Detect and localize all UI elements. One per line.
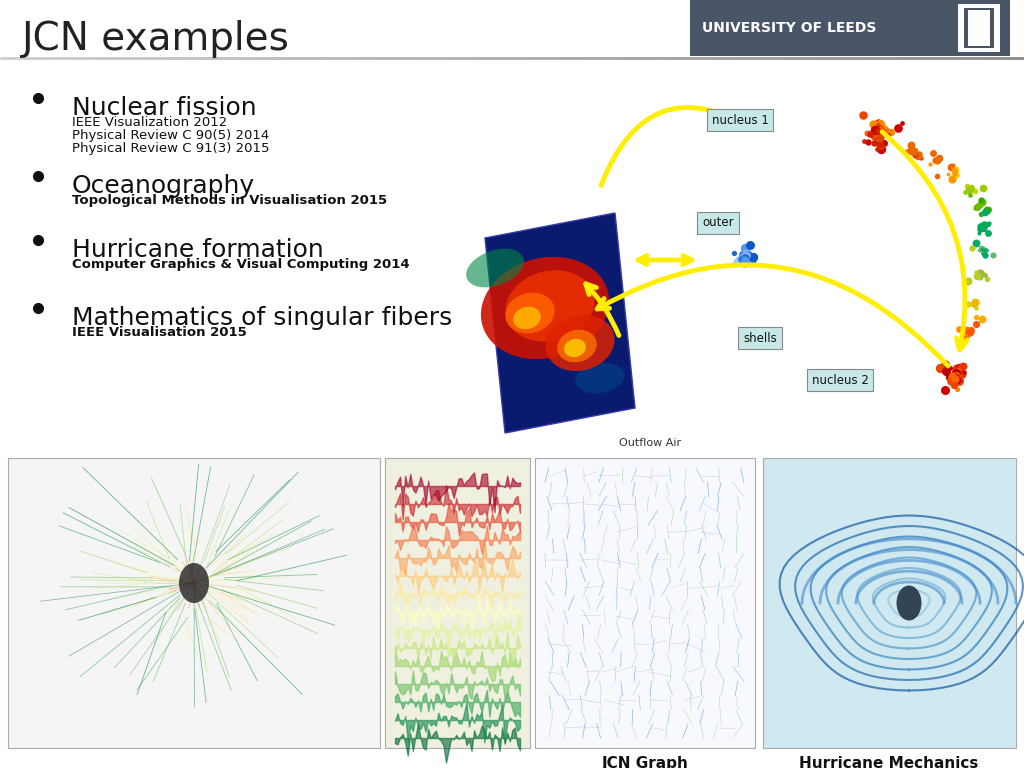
Text: JCN Graph: JCN Graph xyxy=(601,756,688,768)
Bar xyxy=(385,458,530,748)
Ellipse shape xyxy=(505,293,555,333)
Text: Topological Methods in Visualisation 2015: Topological Methods in Visualisation 201… xyxy=(72,194,387,207)
Ellipse shape xyxy=(575,362,625,393)
Ellipse shape xyxy=(564,339,586,357)
Bar xyxy=(763,458,1016,748)
Ellipse shape xyxy=(513,306,541,329)
Bar xyxy=(958,4,1000,52)
Text: shells: shells xyxy=(743,332,777,345)
Text: nucleus 2: nucleus 2 xyxy=(812,373,868,386)
Text: UNIVERSITY OF LEEDS: UNIVERSITY OF LEEDS xyxy=(702,21,877,35)
Text: JCN examples: JCN examples xyxy=(22,20,290,58)
Ellipse shape xyxy=(546,315,614,371)
Ellipse shape xyxy=(179,563,209,603)
Bar xyxy=(964,8,994,48)
Bar xyxy=(8,458,380,748)
Ellipse shape xyxy=(506,270,594,342)
Text: Hurricane formation: Hurricane formation xyxy=(72,238,324,262)
Bar xyxy=(535,458,755,748)
Text: Computer Graphics & Visual Computing 2014: Computer Graphics & Visual Computing 201… xyxy=(72,258,410,271)
Text: Nuclear fission: Nuclear fission xyxy=(72,96,257,120)
Bar xyxy=(690,0,1010,56)
Ellipse shape xyxy=(466,249,524,287)
Text: IEEE Visualization 2012: IEEE Visualization 2012 xyxy=(72,116,227,129)
Text: Mathematics of singular fibers: Mathematics of singular fibers xyxy=(72,306,453,330)
Text: outer: outer xyxy=(702,217,734,230)
Text: Oceanography: Oceanography xyxy=(72,174,255,198)
Text: nucleus 1: nucleus 1 xyxy=(712,114,768,127)
Text: Physical Review C 90(5) 2014: Physical Review C 90(5) 2014 xyxy=(72,129,269,142)
Text: IEEE Visualisation 2015: IEEE Visualisation 2015 xyxy=(72,326,247,339)
Ellipse shape xyxy=(896,585,922,621)
Text: Outflow Air: Outflow Air xyxy=(618,438,681,448)
Polygon shape xyxy=(485,213,635,433)
Bar xyxy=(968,10,990,46)
Text: Hurricane Mechanics: Hurricane Mechanics xyxy=(800,756,979,768)
Ellipse shape xyxy=(557,329,597,362)
Text: Physical Review C 91(3) 2015: Physical Review C 91(3) 2015 xyxy=(72,142,269,155)
Ellipse shape xyxy=(481,257,609,359)
